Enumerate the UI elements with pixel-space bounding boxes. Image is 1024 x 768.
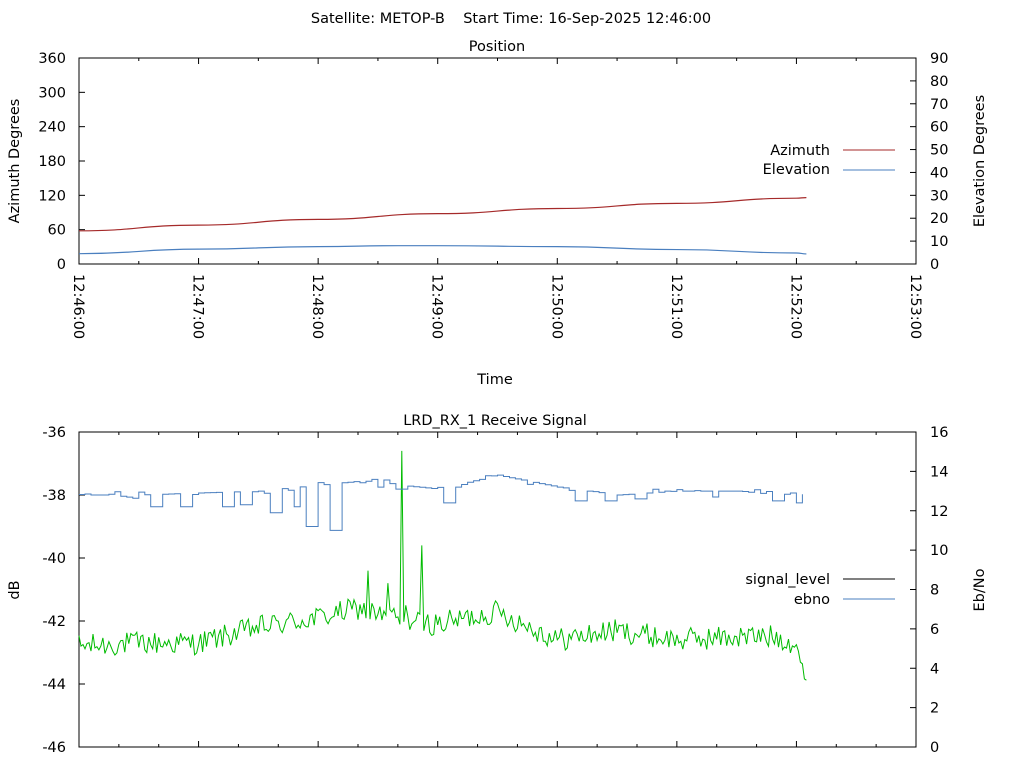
signal-ytick-label: -42	[42, 614, 66, 630]
position-xtick-label: 12:46:00	[70, 274, 86, 339]
signal-y2tick-label: 16	[930, 425, 948, 441]
position-xtick-label: 12:47:00	[190, 274, 206, 339]
position-y2tick-label: 30	[930, 188, 948, 204]
position-y2tick-label: 0	[930, 257, 939, 273]
position-ytick-label: 60	[48, 223, 66, 239]
signal-ytick-label: -36	[42, 425, 66, 441]
signal-y2label: Eb/No	[972, 568, 988, 611]
position-y2tick-label: 50	[930, 143, 948, 159]
position-ylabel: Azimuth Degrees	[7, 99, 23, 224]
position-ytick-label: 0	[57, 257, 66, 273]
signal-ytick-label: -46	[42, 740, 66, 756]
position-y2tick-label: 20	[930, 211, 948, 227]
chart-header: Satellite: METOP-B Start Time: 16-Sep-20…	[311, 11, 711, 27]
position-xtick-label: 12:52:00	[787, 274, 803, 339]
signal-y2tick-label: 10	[930, 543, 948, 559]
position-y2tick-label: 60	[930, 120, 948, 136]
signal-ytick-label: -38	[42, 488, 66, 504]
series-azimuth-line	[78, 197, 807, 232]
legend-label-signal-level: signal_level	[745, 572, 830, 588]
position-y2tick-label: 90	[930, 51, 948, 67]
position-xtick-label: 12:53:00	[907, 274, 923, 339]
position-ytick-label: 360	[38, 51, 66, 67]
signal-y2tick-label: 12	[930, 504, 948, 520]
signal-y2tick-label: 14	[930, 464, 948, 480]
signal-y2tick-label: 0	[930, 740, 939, 756]
legend-label-ebno: ebno	[794, 592, 830, 608]
position-ytick-label: 240	[38, 120, 66, 136]
position-y2tick-label: 70	[930, 97, 948, 113]
position-xlabel: Time	[476, 372, 513, 388]
legend-label-elevation: Elevation	[763, 162, 830, 178]
signal-y2tick-label: 6	[930, 622, 939, 638]
position-ytick-label: 120	[38, 188, 66, 204]
position-xtick-label: 12:49:00	[429, 274, 445, 339]
position-chart: Position 0 60 120 180 240 300 360 0 10 20 30 40 50 60…	[7, 39, 988, 388]
series-signal-level-line	[78, 450, 807, 681]
signal-chart: LRD_RX_1 Receive Signal -46 -44 -42 -40 -38 -…	[7, 413, 988, 756]
position-y2tick-label: 80	[930, 74, 948, 90]
position-xtick-label: 12:51:00	[668, 274, 684, 339]
series-elevation-line	[78, 245, 807, 255]
signal-title: LRD_RX_1 Receive Signal	[403, 413, 587, 429]
position-y2tick-label: 10	[930, 234, 948, 250]
position-title: Position	[469, 39, 525, 55]
series-ebno-line	[79, 474, 803, 531]
position-ytick-label: 300	[38, 85, 66, 101]
signal-ytick-label: -40	[42, 551, 66, 567]
signal-y2tick-label: 8	[930, 583, 939, 599]
signal-ylabel: dB	[7, 580, 23, 599]
position-y2tick-label: 40	[930, 165, 948, 181]
signal-ytick-label: -44	[42, 677, 66, 693]
signal-y2tick-label: 2	[930, 701, 939, 717]
position-xtick-label: 12:48:00	[309, 274, 325, 339]
signal-plot-frame	[78, 431, 917, 748]
position-plot-frame	[78, 57, 917, 265]
position-ytick-label: 180	[38, 154, 66, 170]
position-y2label: Elevation Degrees	[972, 95, 988, 227]
legend-label-azimuth: Azimuth	[770, 143, 830, 159]
signal-y2tick-label: 4	[930, 661, 939, 677]
position-xtick-label: 12:50:00	[548, 274, 564, 339]
